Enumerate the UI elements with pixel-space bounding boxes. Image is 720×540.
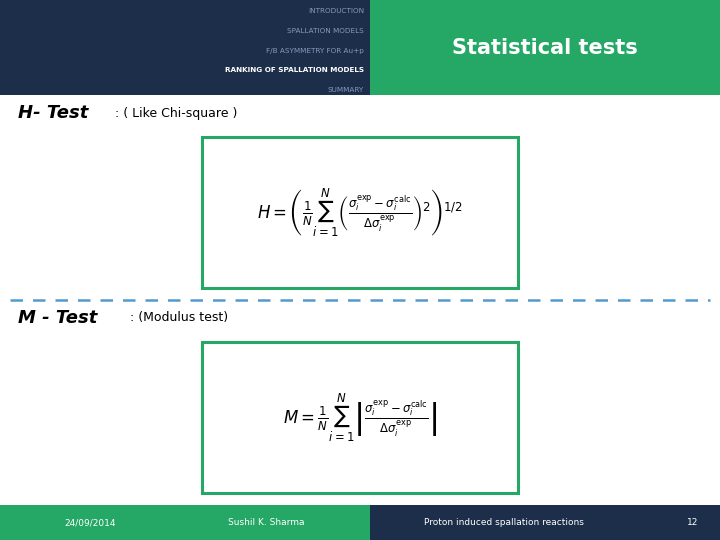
- Text: 12: 12: [687, 518, 698, 527]
- Bar: [0, 505, 370, 540]
- Bar: [0, 0, 370, 95]
- Text: INTRODUCTION: INTRODUCTION: [308, 8, 364, 14]
- Text: $M = \frac{1}{N}\sum_{i=1}^{N}\left|\frac{\sigma_i^{\rm exp}-\sigma_i^{\rm calc}: $M = \frac{1}{N}\sum_{i=1}^{N}\left|\fra…: [283, 392, 437, 443]
- Bar: [202, 342, 518, 493]
- Text: 24/09/2014: 24/09/2014: [65, 518, 117, 527]
- Text: : (Modulus test): : (Modulus test): [130, 312, 228, 325]
- Text: H- Test: H- Test: [18, 104, 89, 122]
- Bar: [370, 0, 720, 95]
- Text: RANKING OF SPALLATION MODELS: RANKING OF SPALLATION MODELS: [225, 68, 364, 73]
- Text: F/B ASYMMETRY FOR Au+p: F/B ASYMMETRY FOR Au+p: [266, 48, 364, 53]
- Text: Proton induced spallation reactions: Proton induced spallation reactions: [424, 518, 584, 527]
- Text: Statistical tests: Statistical tests: [452, 37, 638, 57]
- Bar: [370, 505, 720, 540]
- Text: SUMMARY: SUMMARY: [328, 87, 364, 93]
- Bar: [202, 137, 518, 288]
- Text: : ( Like Chi-square ): : ( Like Chi-square ): [115, 106, 238, 119]
- Text: Sushil K. Sharma: Sushil K. Sharma: [228, 518, 305, 527]
- Text: M - Test: M - Test: [18, 309, 97, 327]
- Text: $H = \left(\frac{1}{N}\sum_{i=1}^{N}\left(\frac{\sigma_i^{\rm exp}-\sigma_i^{\rm: $H = \left(\frac{1}{N}\sum_{i=1}^{N}\lef…: [257, 186, 463, 239]
- Text: SPALLATION MODELS: SPALLATION MODELS: [287, 28, 364, 33]
